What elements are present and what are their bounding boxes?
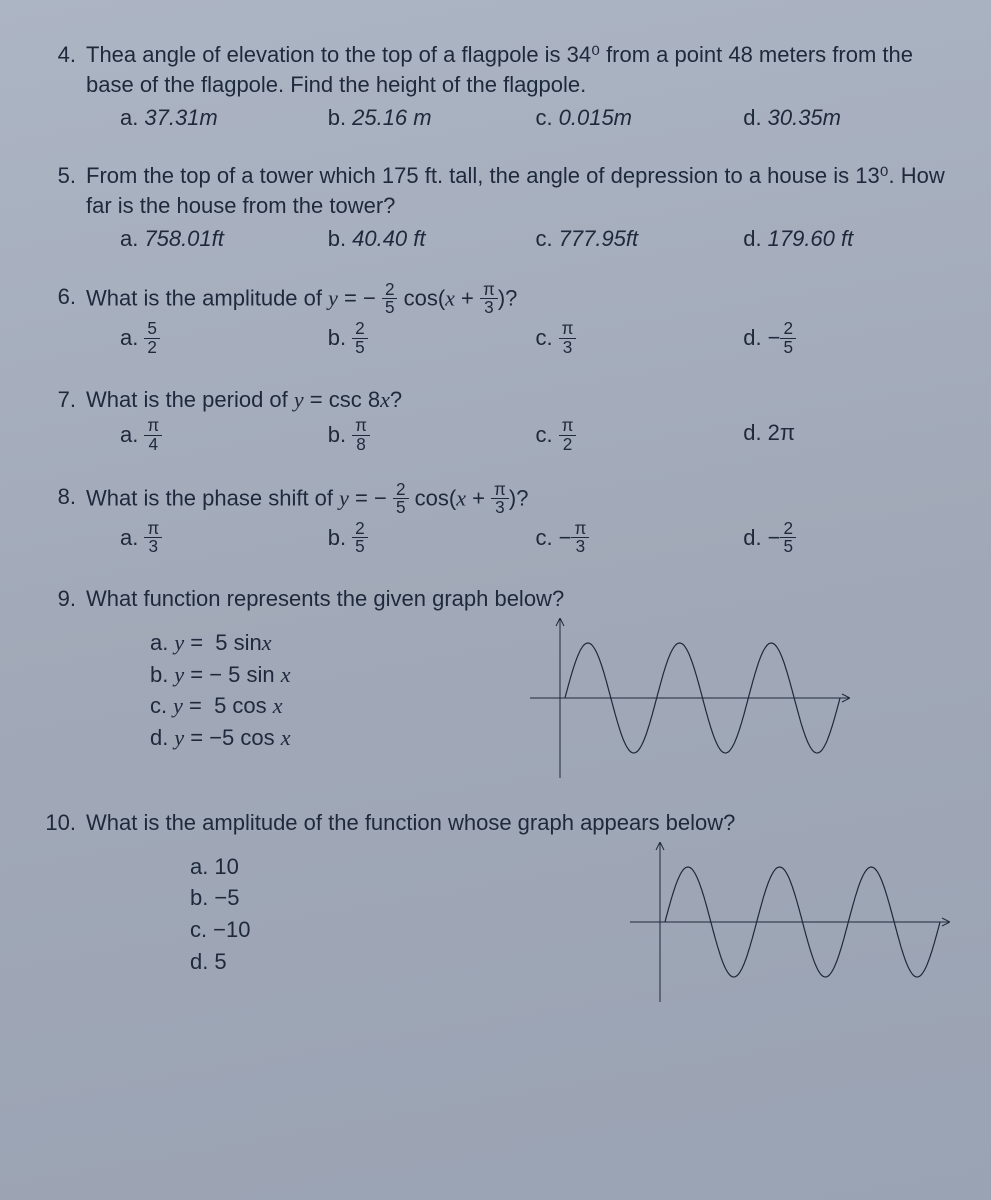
answer-choice: a.52 bbox=[120, 321, 328, 356]
answer-choice: c.−10 bbox=[190, 915, 570, 945]
question-prompt: What is the phase shift of y = − 25 cos(… bbox=[86, 482, 951, 517]
question-9: 9. What function represents the given gr… bbox=[40, 584, 951, 778]
question-number: 4. bbox=[40, 40, 86, 70]
answer-choice: b.−5 bbox=[190, 883, 570, 913]
question-7: 7. What is the period of y = csc 8x? a.π… bbox=[40, 385, 951, 454]
sine-graph-icon bbox=[630, 842, 950, 1002]
answer-choice: d.y = −5 cos x bbox=[150, 723, 530, 753]
answer-row: a.37.31m b.25.16 m c.0.015m d.30.35m bbox=[40, 103, 951, 133]
graph-q9 bbox=[530, 618, 850, 778]
answer-row: a.π3 b.25 c.−π3 d.−25 bbox=[40, 521, 951, 556]
answer-row: a.π4 b.π8 c.π2 d.2π bbox=[40, 418, 951, 453]
question-number: 5. bbox=[40, 161, 86, 191]
answer-choice: b.25.16 m bbox=[328, 103, 536, 133]
question-prompt: Thea angle of elevation to the top of a … bbox=[86, 40, 951, 99]
question-8: 8. What is the phase shift of y = − 25 c… bbox=[40, 482, 951, 557]
question-number: 7. bbox=[40, 385, 86, 415]
answer-choice: a.37.31m bbox=[120, 103, 328, 133]
answer-choice: d.−25 bbox=[743, 321, 951, 356]
sine-graph-icon bbox=[530, 618, 850, 778]
question-5: 5. From the top of a tower which 175 ft.… bbox=[40, 161, 951, 254]
question-prompt: What function represents the given graph… bbox=[86, 584, 951, 614]
answer-choice: a.π3 bbox=[120, 521, 328, 556]
answer-choice: d.−25 bbox=[743, 521, 951, 556]
answer-choice: c.π3 bbox=[536, 321, 744, 356]
answer-choice: b.π8 bbox=[328, 418, 536, 453]
answer-choice: c.π2 bbox=[536, 418, 744, 453]
answer-row: a.758.01ft b.40.40 ft c.777.95ft d.179.6… bbox=[40, 224, 951, 254]
question-number: 6. bbox=[40, 282, 86, 312]
question-10: 10. What is the amplitude of the functio… bbox=[40, 808, 951, 1002]
answer-row: a.52 b.25 c.π3 d.−25 bbox=[40, 321, 951, 356]
question-number: 10. bbox=[40, 808, 86, 838]
question-number: 9. bbox=[40, 584, 86, 614]
answer-choice: b.25 bbox=[328, 521, 536, 556]
question-prompt: What is the amplitude of y = − 25 cos(x … bbox=[86, 282, 951, 317]
answer-choice: a.10 bbox=[190, 852, 570, 882]
answer-choice: a.758.01ft bbox=[120, 224, 328, 254]
answer-choice: b.40.40 ft bbox=[328, 224, 536, 254]
answer-choice: d.179.60 ft bbox=[743, 224, 951, 254]
answer-choice: b.25 bbox=[328, 321, 536, 356]
answer-choice: d.30.35m bbox=[743, 103, 951, 133]
answer-col: a.y = 5 sinx b.y = − 5 sin x c.y = 5 cos… bbox=[40, 628, 530, 755]
answer-choice: c.777.95ft bbox=[536, 224, 744, 254]
question-prompt: What is the amplitude of the function wh… bbox=[86, 808, 951, 838]
worksheet-page: 4. Thea angle of elevation to the top of… bbox=[0, 0, 991, 1200]
question-number: 8. bbox=[40, 482, 86, 512]
question-6: 6. What is the amplitude of y = − 25 cos… bbox=[40, 282, 951, 357]
question-prompt: From the top of a tower which 175 ft. ta… bbox=[86, 161, 951, 220]
answer-choice: b.y = − 5 sin x bbox=[150, 660, 530, 690]
answer-choice: a.π4 bbox=[120, 418, 328, 453]
answer-col: a.10 b.−5 c.−10 d.5 bbox=[40, 852, 570, 979]
answer-choice: d.2π bbox=[743, 418, 951, 453]
answer-choice: c.0.015m bbox=[536, 103, 744, 133]
answer-choice: d.5 bbox=[190, 947, 570, 977]
question-prompt: What is the period of y = csc 8x? bbox=[86, 385, 951, 415]
question-4: 4. Thea angle of elevation to the top of… bbox=[40, 40, 951, 133]
answer-choice: a.y = 5 sinx bbox=[150, 628, 530, 658]
graph-q10 bbox=[630, 842, 950, 1002]
answer-choice: c.y = 5 cos x bbox=[150, 691, 530, 721]
answer-choice: c.−π3 bbox=[536, 521, 744, 556]
